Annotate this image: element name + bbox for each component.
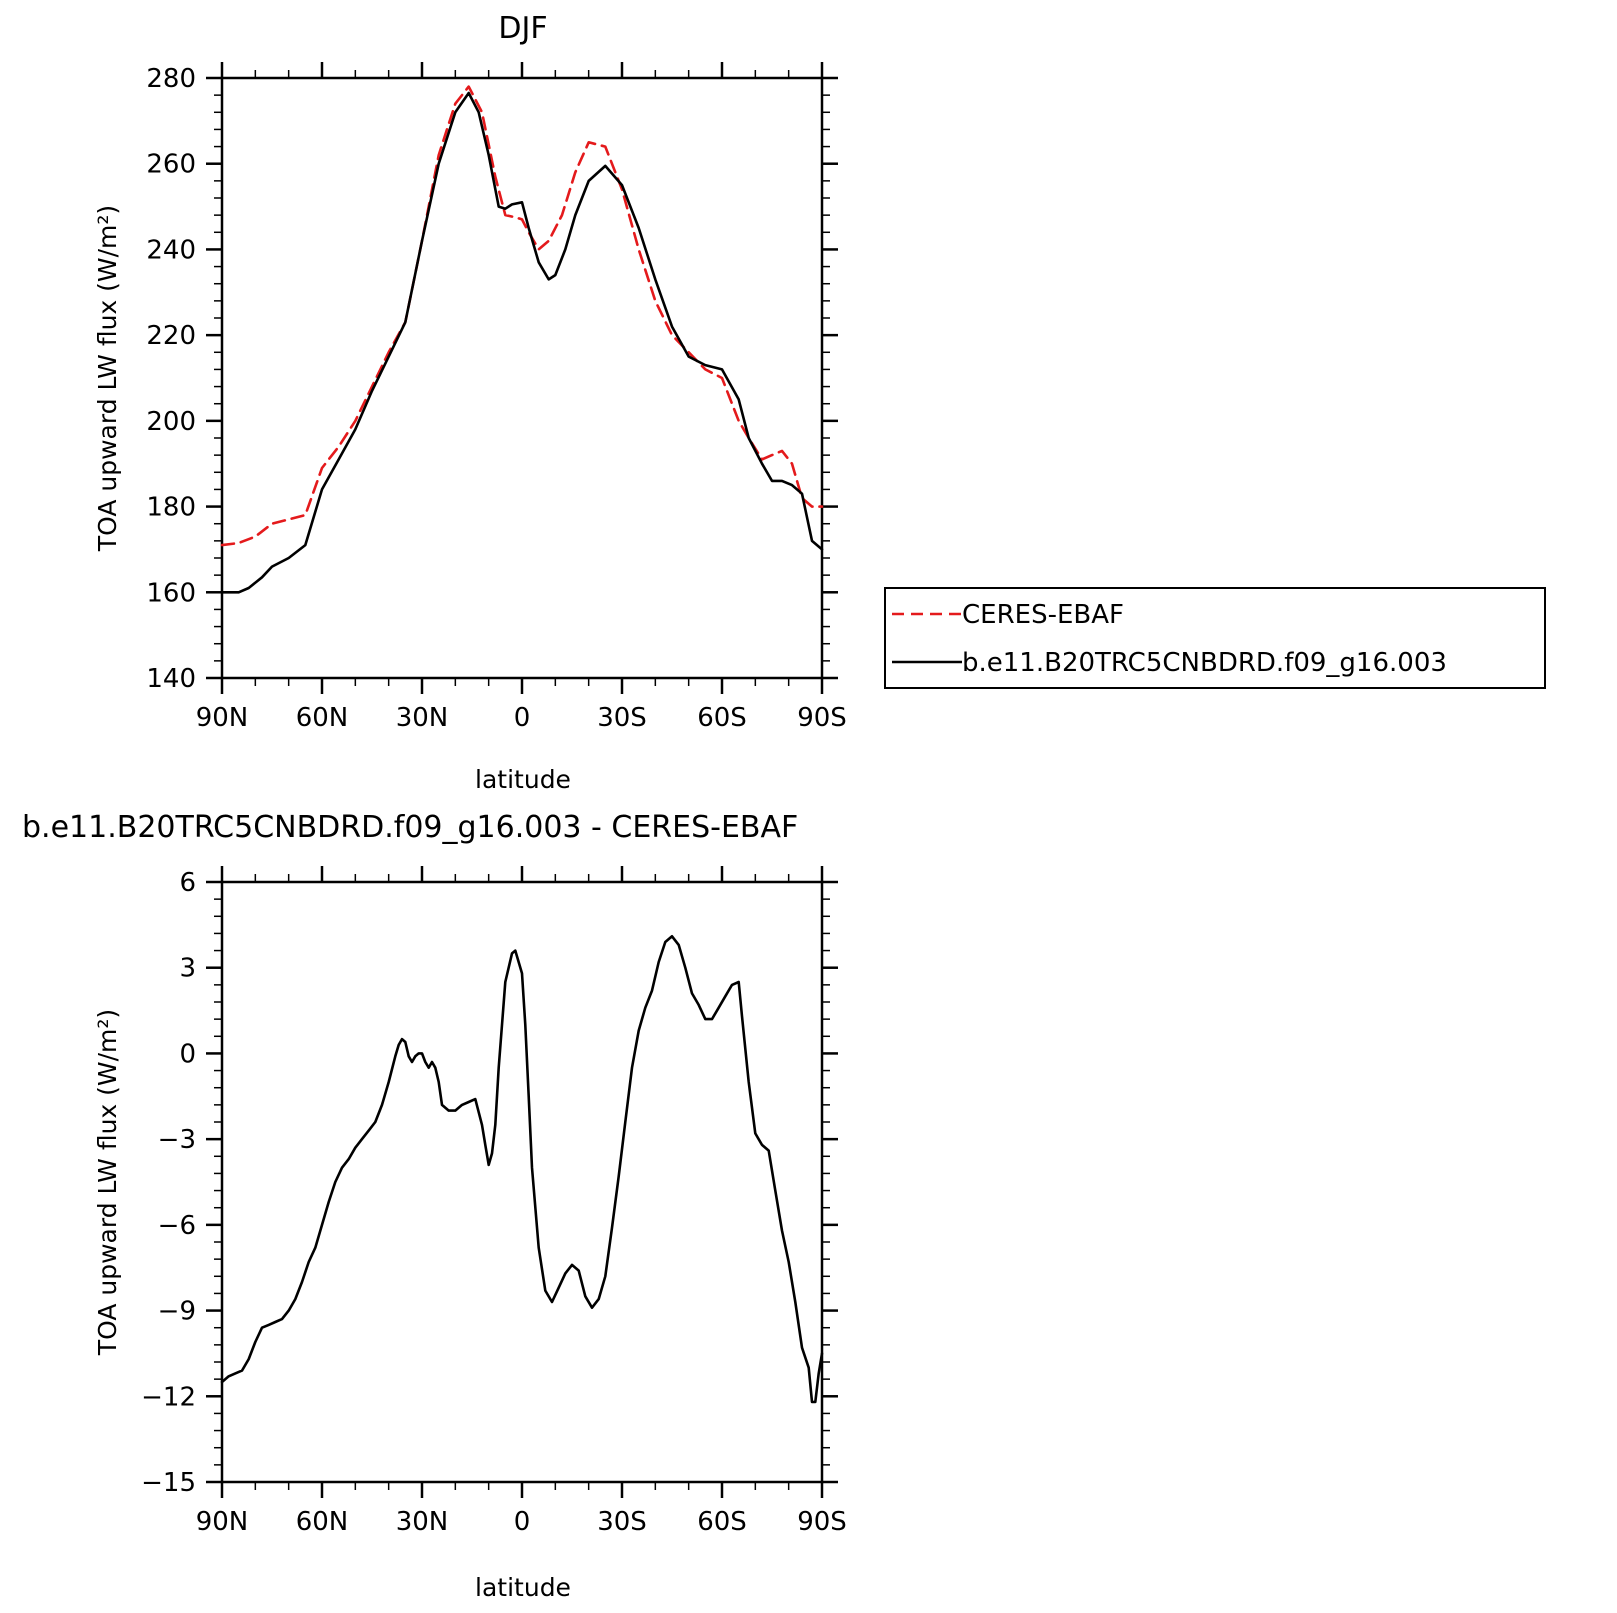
panel-climatology: DJF 140 160 180 200 220 240 260 280 90N 60N 30N 0 3… (93, 11, 847, 794)
x-tick-label: 30N (396, 703, 449, 733)
y-tick-label: 180 (146, 493, 196, 523)
difference-line (220, 934, 824, 1404)
y-tick-label: −6 (158, 1211, 196, 1241)
y-tick-label: 140 (146, 664, 196, 694)
panel-title: DJF (498, 11, 547, 46)
x-tick-label: 30S (597, 703, 647, 733)
y-tick-label: −3 (158, 1125, 196, 1155)
y-tick-label: −15 (141, 1468, 196, 1498)
x-tick-label: 90N (196, 703, 249, 733)
y-tick-label: 3 (179, 954, 196, 984)
x-tick-label: 0 (514, 703, 531, 733)
x-tick-labels: 90N 60N 30N 0 30S 60S 90S (196, 1507, 847, 1537)
legend-label-model: b.e11.B20TRC5CNBDRD.f09_g16.003 (962, 648, 1447, 678)
panel-title: b.e11.B20TRC5CNBDRD.f09_g16.003 - CERES-… (22, 810, 798, 845)
series-line-1 (220, 91, 824, 594)
series-line-0 (220, 85, 824, 547)
y-tick-labels: 140 160 180 200 220 240 260 280 (146, 64, 196, 694)
x-axis-label: latitude (475, 1573, 571, 1602)
x-tick-label: 30N (396, 1507, 449, 1537)
plot-frame (220, 76, 824, 680)
y-axis-label: TOA upward LW flux (W/m²) (93, 205, 122, 552)
y-tick-label: 0 (179, 1039, 196, 1069)
x-axis-label: latitude (475, 765, 571, 794)
y-tick-label: 160 (146, 578, 196, 608)
x-tick-label: 90S (797, 703, 847, 733)
x-tick-label: 60S (697, 1507, 747, 1537)
legend-label-ceres: CERES-EBAF (962, 600, 1124, 630)
x-tick-labels: 90N 60N 30N 0 30S 60S 90S (196, 703, 847, 733)
y-tick-label: 220 (146, 321, 196, 351)
legend: CERES-EBAF b.e11.B20TRC5CNBDRD.f09_g16.0… (884, 587, 1546, 689)
x-tick-label: 0 (514, 1507, 531, 1537)
y-tick-label: −9 (158, 1297, 196, 1327)
ticks (206, 866, 838, 1498)
ticks (206, 62, 838, 694)
y-tick-label: 280 (146, 64, 196, 94)
legend-box (884, 587, 1546, 689)
x-tick-label: 90N (196, 1507, 249, 1537)
y-axis-label: TOA upward LW flux (W/m²) (93, 1009, 122, 1356)
panel-difference: b.e11.B20TRC5CNBDRD.f09_g16.003 - CERES-… (22, 810, 847, 1602)
x-tick-label: 60N (296, 1507, 349, 1537)
x-tick-label: 60N (296, 703, 349, 733)
y-tick-label: 6 (179, 868, 196, 898)
y-tick-label: 200 (146, 407, 196, 437)
x-tick-label: 60S (697, 703, 747, 733)
x-tick-label: 30S (597, 1507, 647, 1537)
y-tick-labels: −15 −12 −9 −6 −3 0 3 6 (141, 868, 196, 1498)
y-tick-label: −12 (141, 1382, 196, 1412)
y-tick-label: 260 (146, 150, 196, 180)
x-tick-label: 90S (797, 1507, 847, 1537)
y-tick-label: 240 (146, 235, 196, 265)
series-layer (220, 85, 824, 594)
series-layer (220, 934, 824, 1404)
